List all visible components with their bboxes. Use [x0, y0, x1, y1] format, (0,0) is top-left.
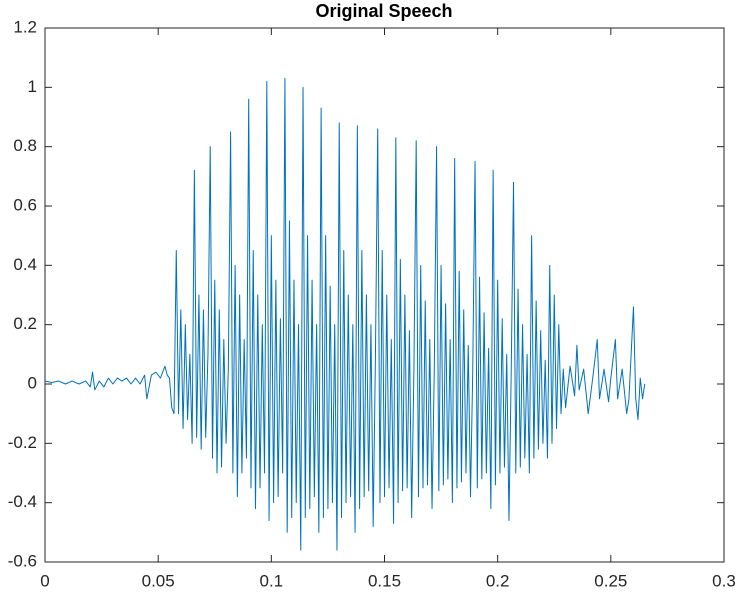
- x-tick-label: 0.3: [712, 571, 736, 590]
- y-tick-label: 1: [28, 77, 37, 96]
- x-tick-label: 0.2: [486, 571, 510, 590]
- x-tick-label: 0: [40, 571, 49, 590]
- y-tick-label: 0.6: [13, 195, 37, 214]
- x-tick-label: 0.05: [142, 571, 175, 590]
- chart-title: Original Speech: [315, 1, 452, 21]
- x-tick-label: 0.15: [368, 571, 401, 590]
- y-tick-label: -0.6: [8, 551, 37, 570]
- waveform: [44, 77, 646, 551]
- y-tick-label: 0: [28, 373, 37, 392]
- y-tick-label: 0.2: [13, 314, 37, 333]
- x-tick-label: 0.1: [260, 571, 284, 590]
- y-tick-label: 0.8: [13, 136, 37, 155]
- y-tick-label: -0.2: [8, 433, 37, 452]
- x-tick-label: 0.25: [594, 571, 627, 590]
- y-tick-label: 1.2: [13, 17, 37, 36]
- y-tick-label: -0.4: [8, 492, 37, 511]
- y-tick-label: 0.4: [13, 255, 37, 274]
